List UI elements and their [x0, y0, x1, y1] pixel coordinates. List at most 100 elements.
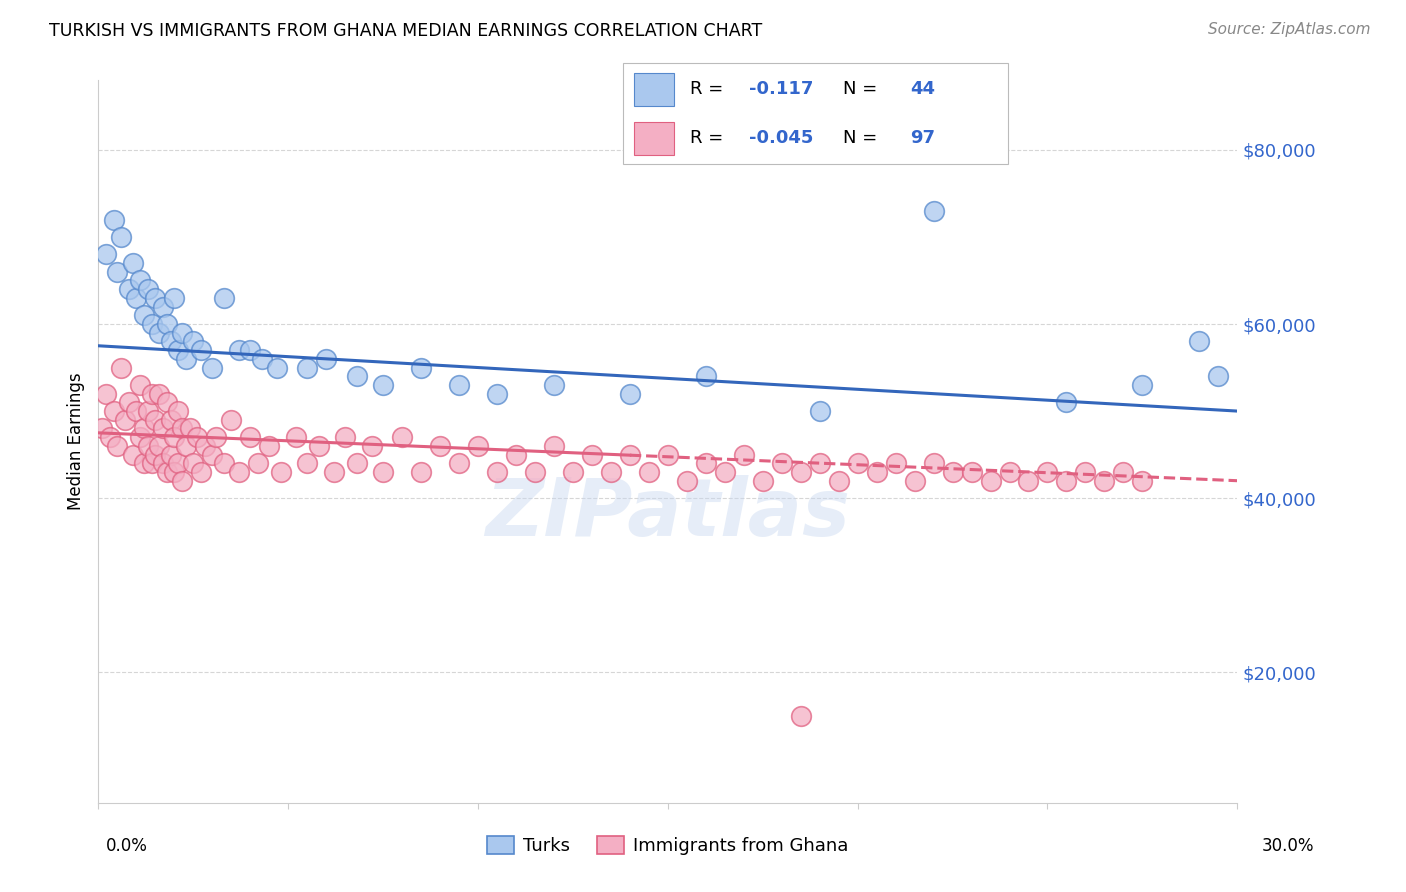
Point: [467, 439, 489, 453]
Point: [212, 456, 235, 470]
Point: [110, 230, 132, 244]
Point: [979, 474, 1001, 488]
Bar: [634, 122, 673, 155]
Point: [297, 360, 319, 375]
Point: [284, 430, 307, 444]
Point: [846, 456, 869, 470]
Point: [1036, 465, 1059, 479]
Point: [1132, 378, 1154, 392]
Point: [486, 465, 509, 479]
Point: [581, 448, 603, 462]
Point: [619, 386, 641, 401]
Text: R =: R =: [689, 129, 728, 147]
Point: [543, 439, 565, 453]
Point: [148, 439, 170, 453]
Point: [411, 360, 433, 375]
Point: [600, 465, 623, 479]
Text: 44: 44: [910, 80, 935, 98]
Point: [486, 386, 509, 401]
Point: [1132, 474, 1154, 488]
Point: [866, 465, 889, 479]
Point: [960, 465, 983, 479]
Point: [733, 448, 755, 462]
Point: [141, 317, 163, 331]
Point: [167, 343, 190, 358]
Point: [201, 448, 224, 462]
Point: [884, 456, 907, 470]
Point: [156, 465, 179, 479]
Point: [1094, 474, 1116, 488]
Point: [163, 430, 186, 444]
Point: [259, 439, 281, 453]
Point: [246, 456, 269, 470]
Point: [136, 404, 159, 418]
Point: [125, 404, 148, 418]
Point: [159, 334, 181, 349]
Bar: [634, 73, 673, 105]
Point: [183, 334, 205, 349]
Point: [136, 439, 159, 453]
Point: [714, 465, 737, 479]
Point: [94, 386, 117, 401]
Point: [125, 291, 148, 305]
Point: [808, 404, 831, 418]
Point: [695, 369, 717, 384]
Text: Source: ZipAtlas.com: Source: ZipAtlas.com: [1208, 22, 1371, 37]
Point: [170, 421, 193, 435]
Point: [107, 439, 129, 453]
Point: [190, 465, 212, 479]
Point: [179, 421, 201, 435]
Point: [186, 430, 208, 444]
Point: [239, 430, 262, 444]
Text: TURKISH VS IMMIGRANTS FROM GHANA MEDIAN EARNINGS CORRELATION CHART: TURKISH VS IMMIGRANTS FROM GHANA MEDIAN …: [49, 22, 762, 40]
Point: [505, 448, 527, 462]
Point: [1074, 465, 1097, 479]
Point: [922, 203, 945, 218]
Point: [167, 456, 190, 470]
Point: [156, 317, 179, 331]
Point: [790, 465, 813, 479]
Point: [1056, 395, 1078, 409]
Point: [174, 439, 197, 453]
Point: [212, 291, 235, 305]
Point: [346, 369, 368, 384]
Point: [543, 378, 565, 392]
Point: [391, 430, 413, 444]
Point: [145, 291, 167, 305]
Point: [619, 448, 641, 462]
Point: [129, 378, 152, 392]
Point: [562, 465, 585, 479]
Text: -0.117: -0.117: [748, 80, 813, 98]
Point: [121, 448, 143, 462]
Point: [132, 421, 155, 435]
Point: [103, 404, 125, 418]
Point: [266, 360, 288, 375]
Point: [132, 456, 155, 470]
Point: [205, 430, 228, 444]
Point: [315, 351, 337, 366]
Point: [239, 343, 262, 358]
Point: [270, 465, 292, 479]
Point: [752, 474, 775, 488]
Text: ZIPatlas: ZIPatlas: [485, 475, 851, 553]
Point: [145, 448, 167, 462]
Point: [828, 474, 851, 488]
Point: [922, 456, 945, 470]
Point: [170, 474, 193, 488]
Point: [429, 439, 451, 453]
Point: [152, 300, 174, 314]
Text: 97: 97: [910, 129, 935, 147]
Point: [152, 421, 174, 435]
Point: [371, 465, 394, 479]
Point: [107, 265, 129, 279]
Point: [148, 326, 170, 340]
Point: [152, 456, 174, 470]
Point: [676, 474, 699, 488]
Point: [98, 430, 121, 444]
Point: [91, 421, 114, 435]
Point: [360, 439, 382, 453]
Point: [449, 378, 471, 392]
Point: [141, 386, 163, 401]
Point: [297, 456, 319, 470]
Point: [136, 282, 159, 296]
